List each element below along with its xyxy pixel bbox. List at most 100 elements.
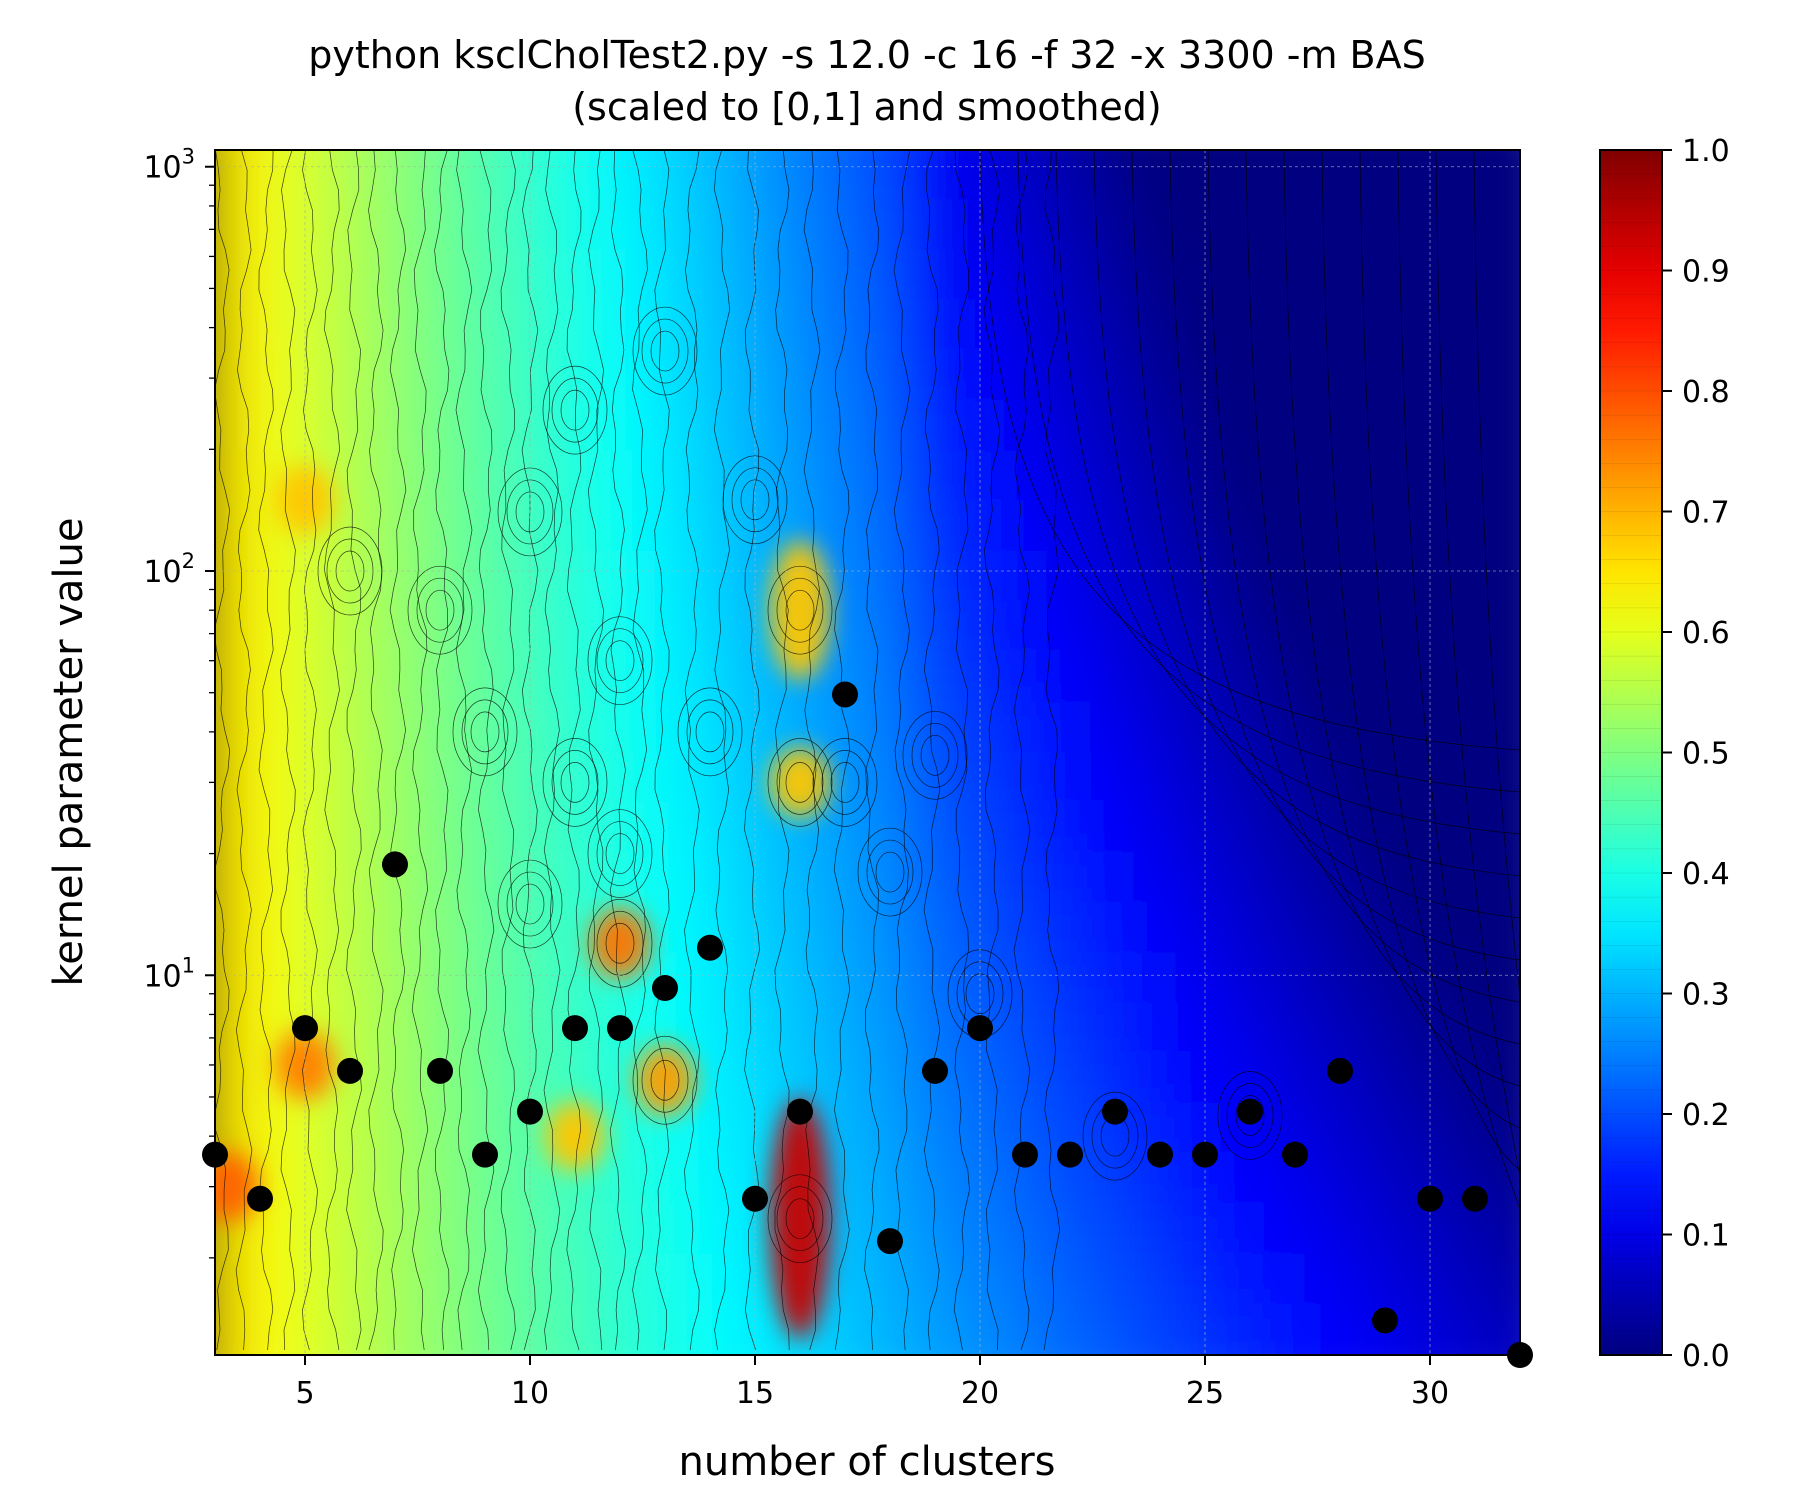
heat-cell <box>388 450 434 503</box>
contour-loop <box>551 377 599 443</box>
heat-cell <box>1258 600 1304 654</box>
heat-cell <box>1388 150 1434 151</box>
heat-cell <box>1301 1002 1347 1055</box>
heat-cell <box>431 150 477 151</box>
heat-cell <box>910 349 956 403</box>
heat-cell <box>1519 249 1520 302</box>
heat-cell <box>1040 1002 1086 1055</box>
heat-cell <box>1301 902 1347 955</box>
heat-cell <box>1519 400 1520 453</box>
heat-cell <box>953 249 999 302</box>
heat-cell <box>475 801 521 854</box>
heat-cell <box>910 500 956 553</box>
heat-cell <box>1040 1354 1086 1355</box>
contour-loop <box>560 389 590 431</box>
heat-cell <box>779 851 825 905</box>
selected-points <box>202 681 1533 1368</box>
data-point <box>1417 1185 1443 1212</box>
heat-cell <box>388 199 434 252</box>
heat-cell <box>388 651 434 704</box>
heat-cell <box>257 150 303 202</box>
contour-line <box>500 150 516 1351</box>
heat-cell <box>518 550 564 603</box>
heat-cell <box>475 550 521 603</box>
heat-cell <box>344 600 390 654</box>
heat-cell <box>692 801 738 854</box>
heat-cell <box>823 1102 869 1156</box>
heat-cell <box>475 199 521 252</box>
heat-cell <box>1388 1002 1434 1055</box>
heat-cell <box>910 1153 956 1206</box>
data-point <box>247 1185 273 1212</box>
heat-cell <box>692 952 738 1005</box>
contour-loop <box>1082 1091 1148 1181</box>
heat-cell <box>649 150 695 202</box>
contour-line <box>983 150 1001 1351</box>
heat-cell <box>1040 1303 1086 1355</box>
heat-cell <box>257 550 303 603</box>
heat-cell <box>1388 751 1434 804</box>
contour-loop <box>686 699 734 765</box>
heat-cell <box>779 400 825 453</box>
contour-loop <box>776 1186 824 1252</box>
heat-cell <box>953 1303 999 1355</box>
heat-cell <box>866 600 912 654</box>
heat-cell <box>1301 500 1347 553</box>
colorbar-tick-label: 0.5 <box>1682 737 1730 772</box>
heat-cell <box>1171 801 1217 854</box>
heat-cell <box>1301 651 1347 704</box>
heat-cell <box>605 1354 651 1355</box>
heat-cell <box>605 500 651 553</box>
heat-cell <box>257 801 303 854</box>
heat-cell <box>1214 902 1260 955</box>
heat-cell <box>1214 150 1260 151</box>
contour-loop <box>767 738 833 827</box>
heat-cell <box>257 1203 303 1256</box>
heat-cell <box>1345 1102 1391 1156</box>
heat-cell <box>301 600 347 654</box>
heat-cell <box>475 1253 521 1306</box>
heat-cell <box>1345 500 1391 553</box>
heat-cell <box>518 500 564 553</box>
heat-cell <box>301 801 347 854</box>
heat-cell <box>215 450 216 503</box>
heat-cell <box>866 751 912 804</box>
heat-cell <box>1301 600 1347 654</box>
heat-cell <box>1345 550 1391 603</box>
heat-cell <box>388 500 434 553</box>
heat-cell <box>1301 150 1347 151</box>
heat-cell <box>257 651 303 704</box>
heat-cell <box>344 651 390 704</box>
contour-loop <box>911 722 959 788</box>
heat-cell <box>215 1354 260 1355</box>
data-point <box>1372 1307 1398 1334</box>
heat-cell <box>866 701 912 754</box>
heat-cell <box>1519 801 1520 854</box>
heat-cell <box>1432 801 1478 854</box>
colorbar-tick-label: 0.7 <box>1682 496 1730 531</box>
y-tick-label: 103 <box>143 145 195 186</box>
heat-cell <box>475 1203 521 1256</box>
x-tick-label: 15 <box>736 1376 774 1411</box>
contour-loop <box>875 851 905 893</box>
heat-cell <box>1084 902 1130 955</box>
heat-cell <box>344 349 390 403</box>
heat-cell <box>1345 450 1391 503</box>
heat-cell <box>997 1203 1043 1256</box>
heat-cell <box>344 550 390 603</box>
contour-loop <box>425 589 455 631</box>
data-point <box>652 975 678 1002</box>
contour-loop <box>542 365 608 455</box>
heat-cell <box>344 1153 390 1206</box>
heat-cell <box>953 550 999 603</box>
heat-cell <box>215 1002 216 1055</box>
heat-cell <box>1171 851 1217 905</box>
heat-cell <box>215 952 260 1005</box>
y-tick-label: 101 <box>143 953 195 994</box>
data-point <box>607 1015 633 1042</box>
heat-cell <box>215 1253 260 1306</box>
heat-cell <box>1432 600 1478 654</box>
heat-cell <box>823 1354 869 1355</box>
heat-cell <box>1475 1002 1520 1055</box>
heat-cell <box>475 651 521 704</box>
